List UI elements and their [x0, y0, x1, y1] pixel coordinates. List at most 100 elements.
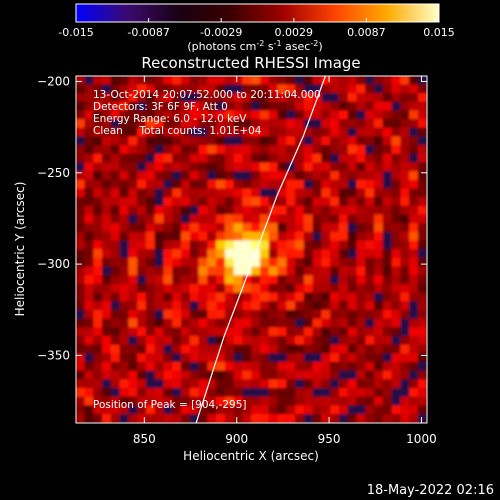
heatmap-cell: [198, 283, 208, 294]
heatmap-cell: [216, 257, 226, 268]
heatmap-cell: [382, 379, 393, 389]
heatmap-cell: [242, 396, 252, 406]
heatmap-cell: [365, 197, 375, 207]
heatmap-cell: [163, 127, 173, 138]
heatmap-cell: [128, 318, 138, 328]
heatmap-cell: [400, 266, 410, 276]
heatmap-cell: [347, 84, 358, 94]
heatmap-cell: [145, 309, 156, 320]
heatmap-cell: [84, 396, 94, 406]
heatmap-cell: [76, 301, 86, 311]
heatmap-cell: [382, 327, 393, 337]
heatmap-cell: [295, 162, 305, 172]
heatmap-cell: [303, 361, 314, 372]
heatmap-cell: [400, 249, 410, 259]
heatmap-cell: [347, 197, 358, 207]
heatmap-cell: [172, 93, 182, 103]
heatmap-cell: [295, 353, 305, 363]
heatmap-cell: [303, 188, 314, 198]
heatmap-cell: [84, 414, 94, 423]
heatmap-cell: [242, 318, 252, 328]
heatmap-cell: [374, 275, 384, 285]
heatmap-cell: [330, 76, 340, 85]
heatmap-cell: [400, 188, 410, 198]
heatmap-cell: [128, 301, 138, 311]
heatmap-cell: [76, 379, 86, 389]
colorbar-ticks: -0.015 -0.0087 -0.0029 0.0029 0.0087 0.015: [58, 18, 455, 39]
heatmap-cell: [198, 275, 208, 285]
heatmap-cell: [382, 179, 393, 190]
heatmap-cell: [145, 101, 156, 111]
x-axis-ticks: 850 900 950 1000: [133, 76, 437, 446]
heatmap-cell: [181, 93, 191, 103]
heatmap-cell: [207, 283, 217, 294]
heatmap-cell: [207, 344, 217, 354]
heatmap-cell: [110, 76, 121, 85]
heatmap-cell: [338, 353, 349, 363]
heatmap-cell: [356, 101, 366, 111]
heatmap-cell: [181, 84, 191, 94]
heatmap-cell: [216, 396, 226, 406]
heatmap-cell: [303, 396, 314, 406]
heatmap-cell: [330, 214, 340, 224]
heatmap-cell: [110, 257, 121, 268]
heatmap-cell: [189, 292, 200, 302]
heatmap-cell: [356, 127, 366, 138]
heatmap-cell: [93, 388, 103, 398]
heatmap-cell: [356, 335, 366, 346]
heatmap-cell: [417, 414, 427, 423]
heatmap-cell: [76, 396, 86, 406]
heatmap-cell: [409, 153, 419, 164]
heatmap-cell: [374, 119, 384, 129]
heatmap-cell: [321, 240, 331, 250]
heatmap-cell: [259, 370, 270, 380]
heatmap-cell: [338, 405, 349, 415]
heatmap-cell: [93, 361, 103, 372]
heatmap-cell: [417, 266, 427, 276]
heatmap-cell: [128, 171, 138, 181]
heatmap-cell: [321, 197, 331, 207]
heatmap-cell: [347, 257, 358, 268]
heatmap-cell: [154, 361, 165, 372]
heatmap-cell: [189, 344, 200, 354]
heatmap-cell: [321, 370, 331, 380]
heatmap-cell: [365, 179, 375, 190]
heatmap-cell: [154, 379, 165, 389]
heatmap-cell: [128, 344, 138, 354]
heatmap-cell: [268, 283, 279, 294]
heatmap-cell: [356, 388, 366, 398]
heatmap-cell: [119, 179, 129, 190]
heatmap-cell: [145, 84, 156, 94]
heatmap-cell: [277, 153, 287, 164]
heatmap-cell: [93, 188, 103, 198]
y-axis-ticks: −200−250−300−350: [37, 74, 427, 362]
heatmap-cell: [110, 335, 121, 346]
heatmap-cell: [295, 136, 305, 146]
heatmap-cell: [391, 344, 401, 354]
heatmap-cell: [207, 396, 217, 406]
heatmap-cell: [145, 179, 156, 190]
heatmap-cell: [295, 119, 305, 129]
heatmap-cell: [409, 223, 419, 233]
heatmap-cell: [154, 249, 165, 259]
heatmap-cell: [303, 309, 314, 320]
heatmap-cell: [417, 223, 427, 233]
heatmap-cell: [181, 101, 191, 111]
heatmap-cell: [172, 249, 182, 259]
heatmap-cell: [259, 257, 270, 268]
heatmap-cell: [303, 84, 314, 94]
heatmap-cell: [417, 405, 427, 415]
heatmap-cell: [330, 110, 340, 120]
heatmap-cell: [145, 266, 156, 276]
heatmap-cell: [216, 309, 226, 320]
heatmap-cell: [224, 309, 235, 320]
heatmap-cell: [137, 379, 147, 389]
heatmap-cell: [382, 145, 393, 155]
heatmap-cell: [312, 179, 322, 190]
heatmap-cell: [409, 396, 419, 406]
heatmap-cell: [181, 301, 191, 311]
heatmap-cell: [382, 396, 393, 406]
heatmap-cell: [128, 257, 138, 268]
heatmap-cell: [400, 179, 410, 190]
heatmap-cell: [347, 162, 358, 172]
